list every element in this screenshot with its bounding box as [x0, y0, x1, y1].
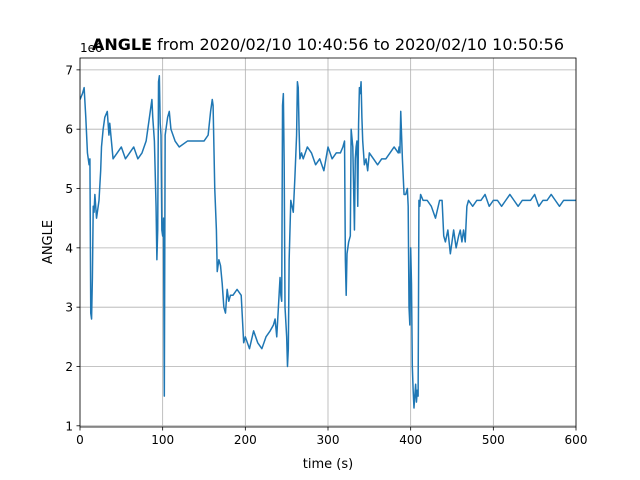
y-tick-label: 4	[65, 241, 73, 255]
y-offset-label: 1e6	[80, 41, 103, 55]
y-tick-label: 5	[65, 182, 73, 196]
y-axis-ticks: 1 2 3 4 5 6 7	[65, 63, 80, 433]
y-tick-label: 1	[65, 419, 73, 433]
y-tick-label: 2	[65, 360, 73, 374]
x-tick-label: 0	[76, 433, 84, 447]
x-tick-label: 600	[565, 433, 588, 447]
y-tick-label: 3	[65, 301, 73, 315]
x-tick-label: 400	[399, 433, 422, 447]
y-axis-label: ANGLE	[41, 220, 56, 264]
chart-title-rest: from 2020/02/10 10:40:56 to 2020/02/10 1…	[152, 35, 564, 54]
y-tick-label: 7	[65, 63, 73, 77]
x-axis-label: time (s)	[303, 457, 353, 472]
x-tick-label: 500	[482, 433, 505, 447]
x-tick-label: 100	[151, 433, 174, 447]
angle-series-line	[80, 75, 576, 409]
x-tick-label: 300	[317, 433, 340, 447]
grid-lines	[79, 58, 577, 427]
x-axis-ticks: 0 100 200 300 400 500 600	[76, 427, 587, 447]
x-tick-label: 200	[234, 433, 257, 447]
chart-title-bold: ANGLE	[92, 35, 152, 54]
y-tick-label: 6	[65, 123, 73, 137]
chart-title: ANGLE from 2020/02/10 10:40:56 to 2020/0…	[92, 35, 564, 54]
